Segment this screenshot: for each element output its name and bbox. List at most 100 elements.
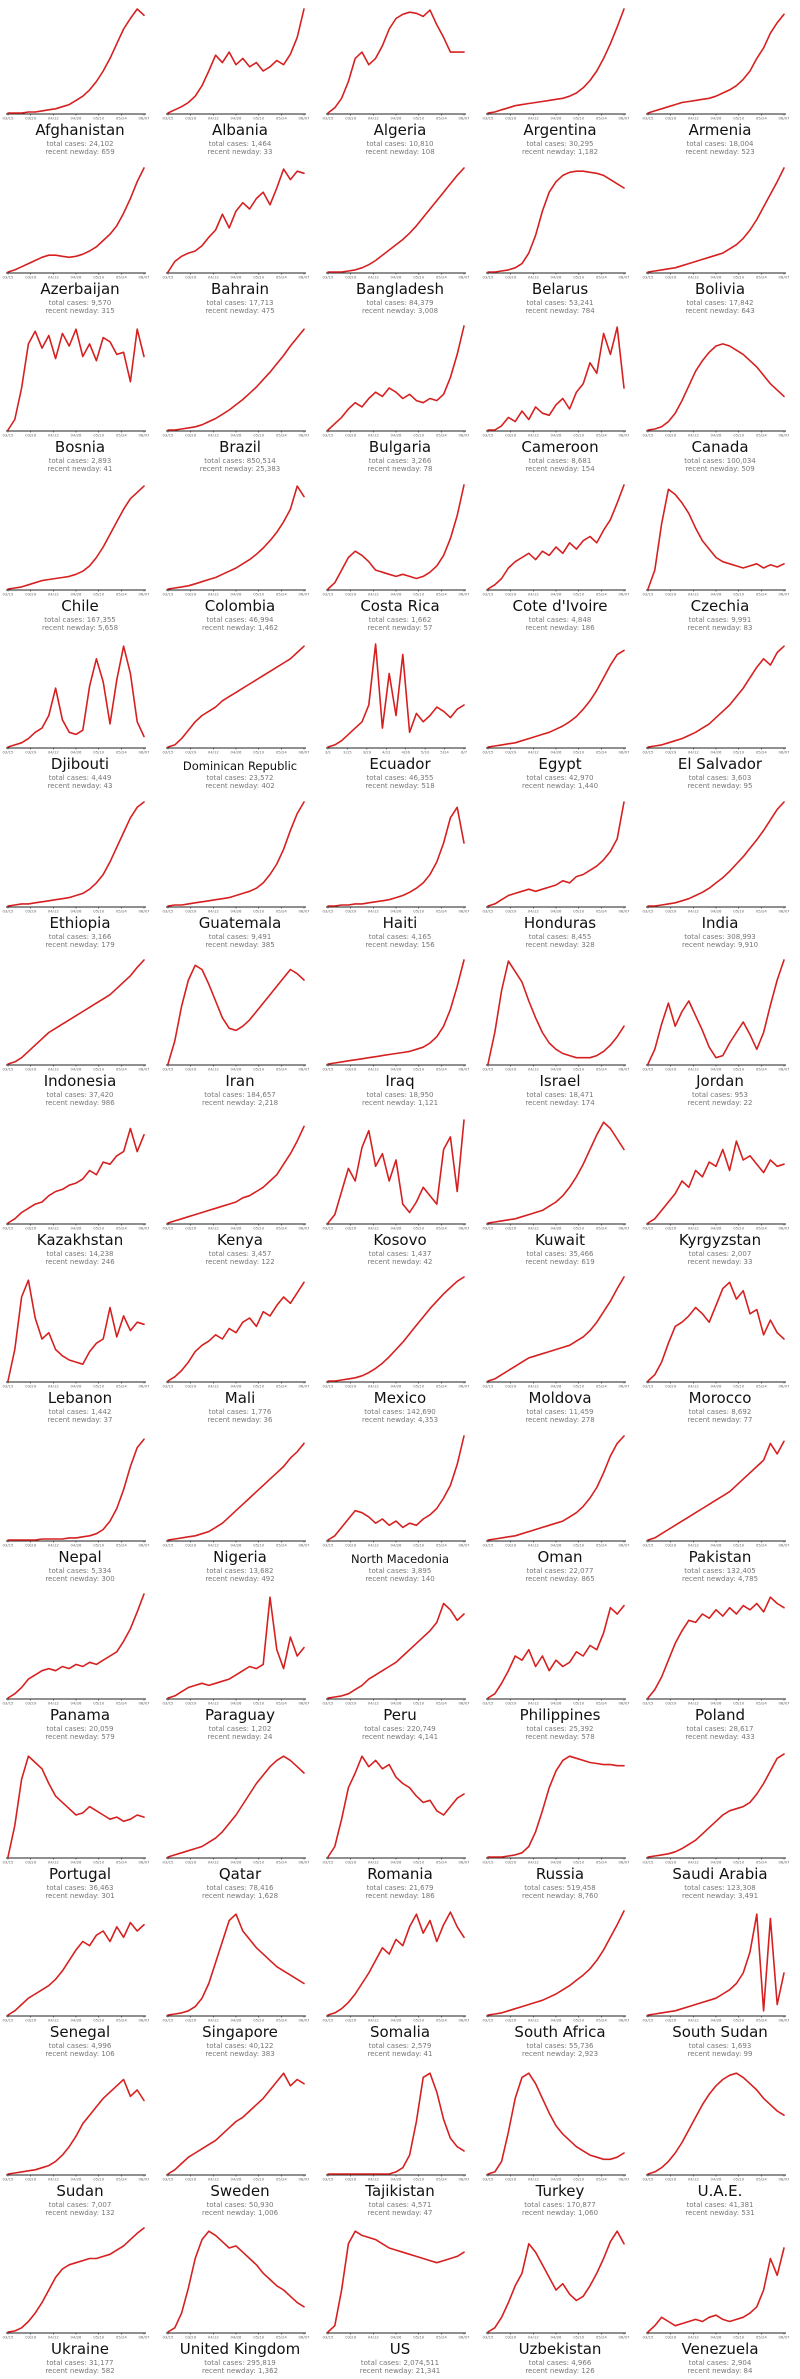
x-tick-label: 06/07 <box>779 2176 791 2181</box>
x-tick-label: 03/15 <box>163 116 175 121</box>
x-tick-label: 06/07 <box>139 2335 151 2340</box>
x-tick-label: 05/10 <box>573 1859 585 1864</box>
x-tick-label: 03/15 <box>643 908 655 913</box>
x-tick-label: 04/12 <box>528 2176 540 2181</box>
country-chart: 03/15 03/29 04/12 04/26 05/10 05/24 06/07 Azerb… <box>0 159 160 317</box>
x-tick-label: 04/26 <box>711 1859 723 1864</box>
x-tick-label: 05/10 <box>413 116 425 121</box>
x-tick-label: 03/29 <box>185 274 197 279</box>
x-tick-label: 06/07 <box>459 274 471 279</box>
x-tick-label: 03/15 <box>163 1701 175 1706</box>
country-chart: 03/15 03/29 04/12 04/26 05/10 05/24 06/07 Mexic… <box>320 1268 480 1426</box>
x-tick-label: 04/26 <box>231 1384 243 1389</box>
series-line <box>327 1911 465 2016</box>
x-tick-label: 04/26 <box>391 433 403 438</box>
x-tick-label: 04/12 <box>48 2018 60 2023</box>
x-tick-label: 03/15 <box>483 1859 495 1864</box>
x-tick-label: 04/26 <box>551 750 563 755</box>
line-chart: 03/15 03/29 04/12 04/26 05/10 05/24 06/07 <box>483 2230 630 2340</box>
total-cases: total cases: 10,810 <box>366 140 434 148</box>
x-tick-label: 05/10 <box>413 2176 425 2181</box>
x-tick-label: 03/15 <box>163 1067 175 1072</box>
x-tick-label: 04/12 <box>528 1067 540 1072</box>
series-line <box>487 483 625 590</box>
series-line <box>7 8 145 114</box>
x-tick-label: 03/29 <box>505 2018 517 2023</box>
x-tick-label: 05/10 <box>253 1859 265 1864</box>
x-tick-label: 05/10 <box>253 1542 265 1547</box>
total-cases: total cases: 170,877 <box>524 2200 596 2209</box>
x-tick-label: 04/12 <box>688 1225 700 1230</box>
x-tick-label: 05/24 <box>596 591 608 596</box>
x-tick-label: 05/24 <box>436 908 448 913</box>
x-tick-label: 03/29 <box>185 433 197 438</box>
country-chart: 03/15 03/29 04/12 04/26 05/10 05/24 06/07 Camer… <box>480 317 640 475</box>
x-tick-label: 03/15 <box>483 2176 495 2181</box>
x-tick-label: 03/15 <box>3 274 15 279</box>
country-title: Uzbekistan <box>518 2340 602 2358</box>
country-chart: 03/15 03/29 04/12 04/26 05/10 05/24 06/07 Djibo… <box>0 634 160 792</box>
country-chart: 03/15 03/29 04/12 04/26 05/10 05/24 06/07 Peru t… <box>320 1585 480 1743</box>
series-line <box>7 1279 145 1382</box>
x-tick-label: 04/26 <box>551 274 563 279</box>
x-tick-label: 03/15 <box>643 1542 655 1547</box>
x-tick-label: 04/12 <box>208 1701 220 1706</box>
x-tick-label: 03/15 <box>643 750 655 755</box>
x-tick-label: 03/29 <box>25 2335 37 2340</box>
x-tick-label: 3/29 <box>363 750 372 755</box>
line-chart: 03/15 03/29 04/12 04/26 05/10 05/24 06/07 <box>323 1602 470 1706</box>
country-chart: 03/15 03/29 04/12 04/26 05/10 05/24 06/07 Leban… <box>0 1268 160 1426</box>
total-cases: total cases: 8,692 <box>688 1408 752 1416</box>
line-chart: 03/15 03/29 04/12 04/26 05/10 05/24 06/07 <box>323 806 471 913</box>
x-tick-label: 05/10 <box>93 2335 105 2340</box>
x-tick-label: 04/26 <box>231 750 243 755</box>
x-tick-label: 03/15 <box>643 274 655 279</box>
total-cases: total cases: 4,966 <box>528 2359 592 2367</box>
x-tick-label: 05/10 <box>93 116 105 121</box>
total-cases: total cases: 3,166 <box>48 932 112 941</box>
country-title: US <box>389 2340 411 2358</box>
line-chart: 03/15 03/29 04/12 04/26 05/10 05/24 06/07 <box>163 645 311 755</box>
total-cases: total cases: 1,202 <box>208 1725 272 1733</box>
country-chart: 03/15 03/29 04/12 04/26 05/10 05/24 06/07 Nepal… <box>0 1427 160 1585</box>
series-line <box>647 166 785 273</box>
x-tick-label: 06/07 <box>299 750 311 755</box>
x-tick-label: 05/24 <box>116 1225 128 1230</box>
x-tick-label: 05/10 <box>733 1701 745 1706</box>
x-tick-label: 05/10 <box>413 591 425 596</box>
series-line <box>647 959 785 1065</box>
country-title: Oman <box>537 1547 583 1566</box>
x-tick-label: 04/26 <box>231 116 243 121</box>
x-tick-label: 06/07 <box>459 908 471 913</box>
country-title: Djibouti <box>50 755 110 773</box>
x-tick-label: 04/12 <box>688 433 700 438</box>
x-tick-label: 03/29 <box>665 1067 677 1072</box>
x-tick-label: 03/15 <box>323 2335 335 2340</box>
x-tick-label: 05/10 <box>253 750 265 755</box>
total-cases: total cases: 2,579 <box>368 2042 432 2050</box>
country-chart: 03/15 03/29 04/12 04/26 05/10 05/24 06/07 Hondu… <box>480 793 640 951</box>
x-tick-label: 05/10 <box>573 908 585 913</box>
series-line <box>7 1754 145 1858</box>
line-chart: 03/15 03/29 04/12 04/26 05/10 05/24 06/07 <box>323 9 470 121</box>
total-cases: total cases: 3,603 <box>688 774 752 782</box>
line-chart: 03/15 03/29 04/12 04/26 05/10 05/24 06/07 <box>323 2071 470 2181</box>
series-line <box>487 1120 625 1224</box>
country-title: Kenya <box>217 1230 263 1249</box>
series-line <box>167 167 305 273</box>
series-line <box>7 166 145 273</box>
line-chart: 03/15 03/29 04/12 04/26 05/10 05/24 06/07 <box>323 1118 470 1230</box>
x-tick-label: 05/24 <box>436 433 448 438</box>
recent-newday: recent newday: 578 <box>525 1733 595 1741</box>
line-chart: 03/15 03/29 04/12 04/26 05/10 05/24 06/07 <box>323 2230 470 2340</box>
country-title: El Salvador <box>677 755 763 773</box>
country-chart: 03/15 03/29 04/12 04/26 05/10 05/24 06/07 Oman t… <box>480 1427 640 1585</box>
x-tick-label: 04/12 <box>368 116 380 121</box>
series-line <box>487 1604 625 1699</box>
x-tick-label: 06/07 <box>299 433 311 438</box>
recent-newday: recent newday: 328 <box>525 940 595 949</box>
country-chart: 03/15 03/29 04/12 04/26 05/10 05/24 06/07 Haiti… <box>320 793 480 951</box>
country-title: Venezuela <box>681 2340 759 2358</box>
x-tick-label: 06/07 <box>459 1542 471 1547</box>
x-tick-label: 06/07 <box>139 2176 151 2181</box>
